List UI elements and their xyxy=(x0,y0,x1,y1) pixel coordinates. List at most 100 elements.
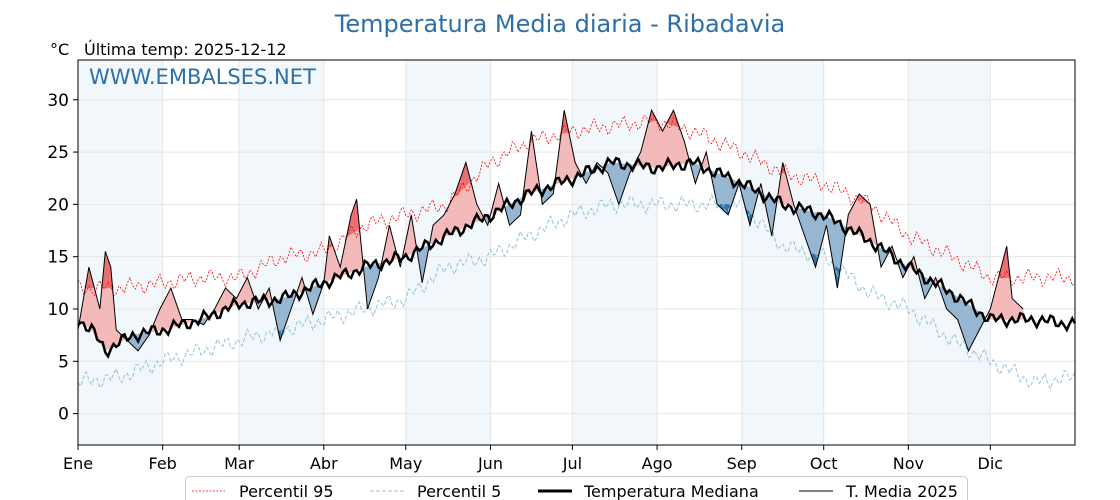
fill-below-median xyxy=(282,297,285,333)
y-tick-label: 15 xyxy=(47,248,69,268)
percentile-5-line xyxy=(77,193,1076,390)
legend-median: Temperatura Mediana xyxy=(583,482,759,500)
x-tick-label-ago: Ago xyxy=(642,454,673,473)
fill-above-median xyxy=(648,115,651,168)
fill-below-median xyxy=(818,213,820,257)
legend-2025: T. Media 2025 xyxy=(845,482,958,500)
fill-below-median xyxy=(618,163,621,205)
fill-above-median xyxy=(854,199,857,234)
fill-above-median xyxy=(226,289,229,310)
x-tick-label-sep: Sep xyxy=(727,454,757,473)
fill-above-median xyxy=(1014,300,1017,320)
fill-above-median xyxy=(867,201,869,241)
y-tick-label: 20 xyxy=(47,195,69,215)
fill-below-median xyxy=(808,210,811,252)
fill-above-median xyxy=(677,121,680,165)
percentile-95-line xyxy=(77,113,1076,297)
y-axis-unit: °C xyxy=(50,40,69,59)
fill-above-median xyxy=(655,117,658,168)
fill-below-median xyxy=(968,304,970,351)
fill-below-median xyxy=(972,307,975,344)
fill-above-median xyxy=(245,277,248,304)
fill-below-median xyxy=(965,302,968,347)
fill-below-median xyxy=(617,163,619,205)
legend: Percentil 95 Percentil 5 Temperatura Med… xyxy=(185,476,968,500)
t-media-2025-line xyxy=(77,108,1024,353)
x-tick-label-ene: Ene xyxy=(63,454,93,473)
fill-above-p95 xyxy=(106,255,109,289)
fill-above-median xyxy=(1013,299,1016,320)
chart-title: Temperatura Media diaria - Ribadavia xyxy=(334,10,785,38)
fill-above-median xyxy=(663,125,666,167)
fill-above-median xyxy=(159,306,162,331)
fill-above-median xyxy=(661,128,663,168)
fill-above-median xyxy=(1016,302,1018,320)
fill-above-median xyxy=(647,120,650,168)
fill-below-median xyxy=(966,303,969,351)
fill-above-median xyxy=(437,219,439,241)
fill-above-median xyxy=(438,218,441,241)
fill-above-median xyxy=(161,303,163,331)
fill-above-p95 xyxy=(105,251,107,289)
y-tick-label: 25 xyxy=(47,143,69,163)
x-tick-label-jul: Jul xyxy=(562,454,582,473)
fill-above-median xyxy=(169,288,172,329)
fill-below-median xyxy=(969,305,972,349)
fill-above-median xyxy=(865,200,868,240)
y-tick-label: 30 xyxy=(47,91,69,111)
x-tick-label-nov: Nov xyxy=(893,454,924,473)
fill-above-median xyxy=(864,198,867,239)
fill-below-median xyxy=(368,265,371,306)
fill-above-median xyxy=(449,201,452,235)
fill-above-median xyxy=(998,272,1001,320)
fill-below-median xyxy=(809,211,812,256)
fill-above-median xyxy=(166,293,169,329)
fill-above-median xyxy=(452,196,454,234)
fill-below-median xyxy=(717,172,719,207)
fill-above-median xyxy=(469,178,472,225)
month-band xyxy=(572,60,658,445)
fill-above-median xyxy=(441,215,443,239)
x-tick-label-oct: Oct xyxy=(810,454,838,473)
fill-above-median xyxy=(678,125,681,165)
fill-above-median xyxy=(228,290,230,309)
x-tick-label-dic: Dic xyxy=(978,454,1004,473)
fill-above-median xyxy=(116,329,118,345)
fill-below-median xyxy=(949,291,951,314)
x-tick-label-mar: Mar xyxy=(224,454,255,473)
fill-below-median xyxy=(614,162,617,197)
fill-above-median xyxy=(98,303,101,343)
fill-above-median xyxy=(244,280,247,304)
x-tick-label-may: May xyxy=(389,454,422,473)
last-temp-label: Última temp: 2025-12-12 xyxy=(84,40,287,59)
fill-above-median xyxy=(656,120,659,168)
fill-above-median xyxy=(662,128,665,168)
fill-below-median xyxy=(961,299,964,336)
fill-above-median xyxy=(680,129,682,165)
fill-above-median xyxy=(654,115,656,168)
x-tick-label-jun: Jun xyxy=(477,454,503,473)
fill-above-median xyxy=(188,319,191,324)
fill-below-median xyxy=(964,301,966,344)
legend-box xyxy=(185,476,968,500)
x-tick-label-abr: Abr xyxy=(310,454,338,473)
fill-above-median xyxy=(439,217,442,240)
fill-below-median xyxy=(718,173,721,208)
fill-below-median xyxy=(367,265,370,310)
y-tick-label: 10 xyxy=(47,300,69,320)
fill-above-median xyxy=(863,197,865,239)
fill-below-median xyxy=(816,212,819,262)
fill-below-median xyxy=(615,162,618,201)
fill-above-median xyxy=(852,204,854,233)
legend-p5: Percentil 5 xyxy=(417,482,501,500)
month-band xyxy=(908,60,991,445)
fill-above-median xyxy=(853,201,856,233)
fill-above-median xyxy=(167,290,170,329)
y-tick-label: 0 xyxy=(58,405,69,425)
fill-above-median xyxy=(163,298,166,330)
watermark: WWW.EMBALSES.NET xyxy=(89,65,316,89)
fill-above-median xyxy=(868,202,871,242)
fill-below-median xyxy=(971,306,973,346)
